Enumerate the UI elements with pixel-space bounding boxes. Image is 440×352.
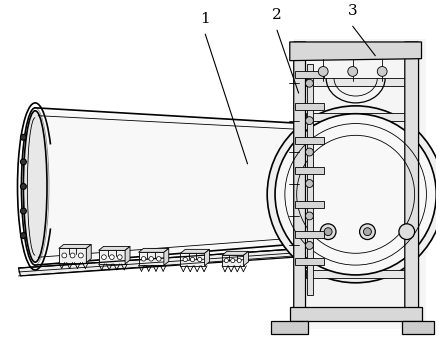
Bar	[295, 258, 324, 265]
Bar	[295, 167, 324, 174]
Circle shape	[117, 255, 122, 259]
Circle shape	[320, 224, 336, 240]
Circle shape	[305, 148, 313, 156]
Bar	[295, 137, 324, 144]
Circle shape	[191, 257, 194, 262]
Polygon shape	[222, 251, 249, 255]
Bar	[294, 39, 426, 329]
Polygon shape	[35, 111, 304, 262]
Circle shape	[20, 208, 26, 214]
Polygon shape	[139, 249, 169, 252]
Ellipse shape	[275, 114, 436, 275]
Circle shape	[348, 67, 358, 76]
Circle shape	[305, 241, 313, 249]
Polygon shape	[402, 321, 434, 334]
Circle shape	[20, 134, 26, 140]
Circle shape	[141, 257, 146, 261]
Bar	[295, 71, 324, 78]
Circle shape	[78, 253, 83, 258]
Polygon shape	[125, 246, 130, 264]
Circle shape	[377, 67, 387, 76]
Circle shape	[231, 258, 235, 263]
Circle shape	[198, 257, 202, 262]
Polygon shape	[305, 191, 405, 199]
Polygon shape	[305, 152, 405, 160]
Ellipse shape	[23, 111, 47, 262]
Circle shape	[224, 258, 228, 263]
Polygon shape	[243, 251, 249, 266]
Bar	[139, 252, 164, 265]
Text: 3: 3	[348, 4, 358, 18]
Polygon shape	[18, 249, 308, 276]
Polygon shape	[164, 249, 169, 265]
Bar	[295, 201, 324, 208]
Circle shape	[363, 228, 371, 235]
Polygon shape	[271, 321, 308, 334]
Circle shape	[305, 212, 313, 220]
Polygon shape	[305, 113, 405, 121]
Circle shape	[359, 224, 375, 240]
Circle shape	[183, 257, 187, 262]
Circle shape	[157, 257, 161, 261]
Circle shape	[102, 255, 106, 259]
Polygon shape	[290, 42, 422, 61]
Polygon shape	[305, 78, 405, 86]
Circle shape	[110, 255, 114, 259]
Bar	[222, 255, 243, 266]
Circle shape	[305, 79, 313, 87]
Polygon shape	[305, 270, 405, 278]
Polygon shape	[86, 244, 91, 263]
Text: 1: 1	[200, 12, 210, 26]
Text: 2: 2	[272, 8, 282, 22]
Bar	[307, 64, 313, 295]
Polygon shape	[305, 231, 405, 239]
Polygon shape	[405, 42, 418, 321]
Bar	[99, 250, 125, 264]
Circle shape	[305, 180, 313, 187]
Circle shape	[70, 253, 75, 258]
Circle shape	[62, 253, 67, 258]
Polygon shape	[290, 307, 422, 321]
Polygon shape	[180, 249, 209, 253]
Polygon shape	[205, 249, 209, 266]
Polygon shape	[294, 42, 305, 319]
Polygon shape	[99, 246, 130, 250]
Bar	[180, 253, 205, 266]
Bar	[295, 231, 324, 238]
Circle shape	[20, 233, 26, 239]
Circle shape	[20, 183, 26, 189]
Ellipse shape	[267, 106, 440, 283]
Circle shape	[399, 224, 414, 240]
Bar	[295, 103, 324, 110]
Circle shape	[237, 258, 241, 263]
Bar	[59, 249, 86, 263]
Circle shape	[305, 117, 313, 125]
Circle shape	[149, 257, 154, 261]
Circle shape	[20, 159, 26, 165]
Polygon shape	[59, 244, 91, 249]
Circle shape	[324, 228, 332, 235]
Circle shape	[318, 67, 328, 76]
